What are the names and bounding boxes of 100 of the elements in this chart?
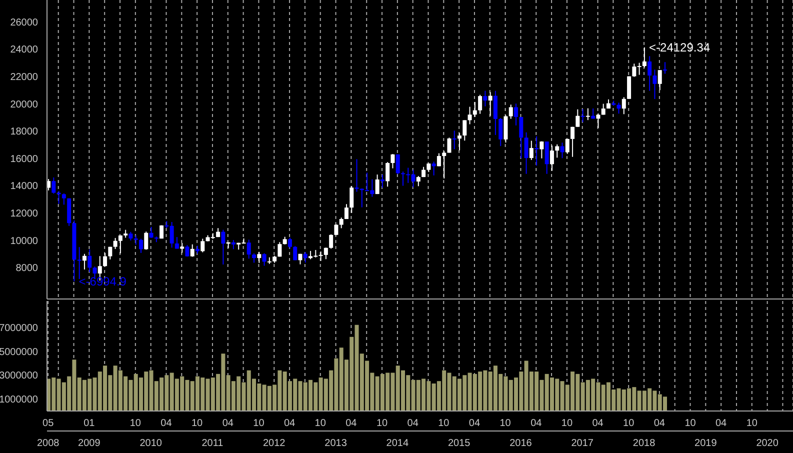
x-tick-label: 04	[222, 418, 234, 430]
candlestick	[436, 152, 441, 167]
x2-tick-label: 2020	[756, 438, 779, 450]
x2-tick-label: 2011	[202, 438, 224, 450]
y-tick-label: 24000	[10, 44, 38, 56]
x2-tick-label: 2010	[140, 438, 162, 450]
y-tick-label: 7000000	[0, 322, 38, 334]
x-tick-label: 04	[530, 418, 542, 430]
candlestick	[663, 62, 667, 74]
candlestick	[514, 103, 518, 126]
y-tick-label: 10000	[10, 236, 38, 247]
x-tick-label: 04	[284, 418, 296, 430]
annotation: <-24129.34	[649, 40, 710, 55]
candlestick	[375, 174, 380, 195]
x-tick-label: 04	[654, 418, 666, 430]
candlestick	[52, 176, 56, 194]
candlestick	[246, 239, 251, 260]
candlestick	[324, 247, 328, 260]
candlestick	[386, 162, 390, 188]
x2-tick-label: 2016	[510, 438, 532, 450]
x-tick-label: 01	[84, 418, 96, 430]
candlestick	[529, 140, 534, 160]
x2-tick-label: 2015	[448, 438, 471, 450]
candlestick	[190, 244, 194, 258]
y-tick-label: 26000	[10, 17, 38, 28]
candlestick	[524, 132, 528, 174]
x2-tick-label: 2008	[36, 438, 60, 450]
x2-tick-label: 2019	[694, 438, 718, 450]
x-tick-label: 04	[716, 418, 728, 430]
candlestick	[442, 150, 446, 179]
x2-tick-label: 2013	[324, 438, 348, 450]
candlestick	[468, 106, 472, 125]
candlestick	[144, 231, 148, 250]
x-tick-label: 10	[561, 418, 573, 430]
candlestick	[586, 108, 590, 121]
candlestick	[504, 114, 508, 144]
x-tick-label: 10	[500, 418, 512, 430]
x-tick-label: 10	[684, 418, 696, 430]
candlestick	[339, 217, 344, 229]
candlestick	[278, 242, 282, 258]
candlestick	[390, 154, 395, 169]
candlestick	[432, 161, 436, 176]
candlestick	[658, 70, 662, 91]
x-tick-label: 10	[438, 418, 450, 430]
candlestick	[221, 229, 226, 265]
candlestick	[149, 226, 154, 238]
candlestick	[62, 192, 66, 206]
y-tick-label: 16000	[10, 154, 38, 165]
candlestick	[416, 176, 420, 187]
candlestick	[138, 238, 143, 254]
x-tick-label: 10	[192, 418, 204, 430]
candlestick	[483, 90, 488, 107]
x-tick-label: 10	[746, 418, 758, 430]
candlestick	[570, 126, 575, 158]
candlestick	[498, 118, 503, 147]
candlestick	[648, 56, 652, 92]
candlestick	[580, 108, 585, 123]
candlestick	[462, 120, 467, 142]
candlestick	[82, 253, 86, 270]
x-tick-label: 05	[42, 418, 54, 430]
candlestick	[555, 144, 560, 158]
x-tick-label: 10	[314, 418, 326, 430]
candlestick	[534, 136, 539, 166]
y-tick-label: 1000000	[0, 394, 38, 406]
candlestick	[508, 104, 513, 120]
candlestick	[478, 94, 482, 114]
x-tick-label: 10	[253, 418, 265, 430]
candlestick	[560, 142, 564, 159]
candlestick	[550, 145, 554, 172]
candlestick	[488, 92, 492, 116]
x2-tick-label: 2009	[78, 438, 101, 450]
candlestick	[458, 132, 462, 151]
y-tick-label: 18000	[10, 126, 38, 138]
candlestick	[642, 46, 646, 68]
candlestick	[303, 252, 308, 264]
y-tick-label: 12000	[10, 208, 38, 220]
x-tick-label: 04	[468, 418, 480, 430]
y-tick-label: 20000	[10, 99, 38, 110]
candlestick	[118, 234, 122, 254]
candlestick	[252, 252, 256, 264]
candlestick	[231, 240, 236, 250]
y-tick-label: 14000	[10, 181, 38, 192]
candlestick	[493, 90, 498, 136]
candlestick	[113, 237, 118, 250]
candlestick	[540, 140, 544, 159]
candlestick	[576, 108, 580, 128]
candlestick	[472, 101, 477, 118]
candlestick	[200, 238, 205, 253]
candlestick	[627, 76, 632, 100]
candlestick	[596, 112, 600, 129]
candlestick	[452, 130, 456, 150]
candlestick	[565, 138, 570, 154]
x-tick-label: 10	[376, 418, 388, 430]
x-tick-label: 04	[592, 418, 604, 430]
x2-tick-label: 2018	[632, 438, 656, 450]
candlestick	[288, 237, 292, 250]
candlestick	[350, 185, 354, 214]
candlestick	[293, 246, 298, 261]
candlestick	[344, 204, 348, 220]
candlestick	[447, 137, 452, 154]
